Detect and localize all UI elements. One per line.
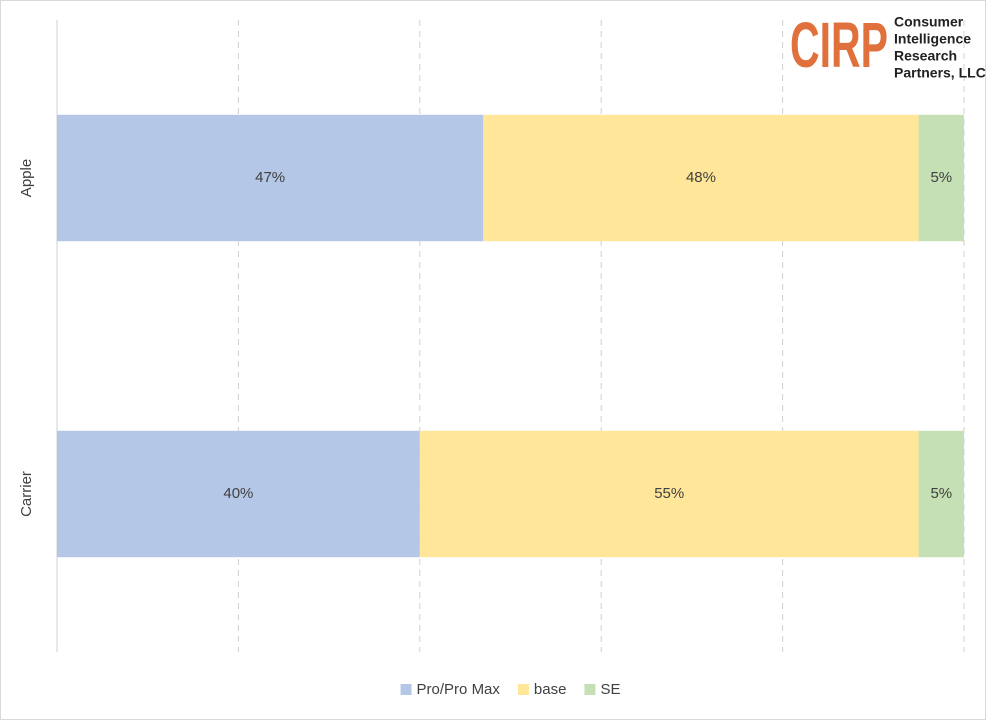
logo-text: Partners, LLC [894,65,986,81]
legend-label: Pro/Pro Max [417,681,501,698]
bar-segment [918,430,964,558]
bar-segment [57,430,420,558]
data-label: 5% [930,169,952,186]
data-label: 40% [223,485,253,502]
legend-swatch [517,684,529,695]
bar-segment [483,114,919,242]
logo-text: Research [894,48,957,64]
data-label: 48% [686,169,716,186]
y-tick-label: Carrier [18,471,35,517]
logo-text: Consumer [894,14,964,30]
logo-text: Intelligence [894,31,971,47]
bar-segment [57,114,484,242]
data-label: 55% [654,485,684,502]
logo-mark: CIRP [790,9,888,81]
data-label: 5% [930,485,952,502]
data-label: 47% [255,169,285,186]
legend-label: SE [600,681,620,698]
legend-swatch [584,684,596,695]
legend-swatch [400,684,412,695]
legend: Pro/Pro Max base SE [400,681,620,698]
y-tick-label: Apple [18,159,35,197]
legend-label: base [534,681,567,698]
bar-segment [419,430,919,558]
bar-segment [918,114,964,242]
